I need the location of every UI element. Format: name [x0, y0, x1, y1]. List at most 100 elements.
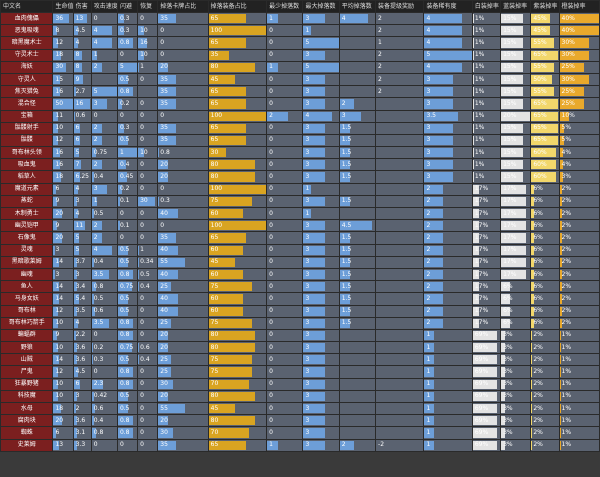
data-bar [138, 62, 139, 72]
cell-value: 0.4 [93, 173, 104, 181]
data-bar [53, 367, 59, 377]
table-row[interactable]: 鱼人 14 3.4 0.8 0.75 0.4 25 75 0 3 1.5 2 17% 6% 6% 2% [0, 280, 600, 294]
data-bar [92, 245, 112, 255]
table-row[interactable]: 宝箱 11 0.6 0 0 0 0 100 2 4 3 3.5 1% 20% 65% 10% [0, 109, 600, 123]
column-header[interactable]: 紫装掉率 [530, 0, 560, 13]
table-row[interactable]: 海妖 30 8 2 5 1 20 80 1 5 2 4 1% 15% 55% 25% [0, 60, 600, 74]
cell-value: 30 [55, 63, 64, 71]
min-drop-cell: 0 [266, 414, 304, 428]
table-row[interactable]: 稻草人 18 6.25 0.4 0.45 0 20 80 0 3 1.5 3 1% 15% 60% 3% [0, 170, 600, 184]
table-row[interactable]: 幽魂 3 3 3.5 0.8 0.5 40 60 0 3 1.5 2 17% 17% 6% 2% [0, 267, 600, 282]
table-row[interactable]: 守灵术士 18 8 1 0 10 0 35 0 3 2 5 1% 15% 65% 30% [0, 48, 600, 62]
table-row[interactable]: 野狼 10 3.6 0.2 0.75 0.6 20 80 0 3 1 69% 3% 2% 1% [0, 341, 600, 355]
data-bar [340, 99, 354, 109]
column-header[interactable]: 攻击速度 [90, 0, 118, 13]
table-row[interactable]: 黑暗歌莱姆 14 3.7 0.4 0.5 0.34 55 45 0 3 1.5 2 17% 17% 6% 2% [0, 255, 600, 269]
table-row[interactable]: 暗黑魔术士 12 4 4 0.8 16 0 65 0 5 1 4 1% 15% 55% 30% [0, 36, 600, 50]
table-row[interactable]: 骷髅 12 6 2 0.5 0 35 65 0 3 1.5 3 1% 15% 65% 5% [0, 133, 600, 148]
blue-rate-cell: 17% [500, 243, 532, 257]
table-row[interactable]: 石像鬼 20 5 2 0 0 35 65 0 3 1.5 2 17% 17% 6% 2% [0, 231, 600, 245]
table-row[interactable]: 木制勇士 20 4 0.5 0 0 40 60 0 1 2 17% 17% 6% 2% [0, 206, 600, 221]
table-row[interactable]: 哥布林巧箭手 10 4 3.5 0.8 0 25 75 0 3 1.5 2 17% 6% 6% 2% [0, 316, 600, 330]
table-row[interactable]: 恶鬼吸魂 8 4.5 4 0.3 10 0 100 0 1 2 4 1% 15% 45% 40% [0, 24, 600, 38]
column-header[interactable]: 恢复 [137, 0, 159, 13]
cell-value: 0.2 [119, 185, 130, 193]
column-header[interactable]: 橙装掉率 [558, 0, 600, 13]
table-row[interactable]: 哥布林头领 16 5 0.75 1 10 0.8 30 0 3 1.5 3 1% 15% 60% 4% [0, 146, 600, 160]
table-row[interactable]: 蒸蛇 9 3 1 0.1 30 0.3 75 0 3 1.5 2 17% 17% 6% 2% [0, 194, 600, 209]
orange-rate-cell: 2% [558, 231, 600, 245]
table-row[interactable]: 蜘蛛 6 3.1 0.8 0.8 0 30 70 0 3 1 69% 3% 2% 1% [0, 426, 600, 440]
dodge-cell: 0.2 [116, 97, 139, 111]
table-row[interactable]: 哥布林 12 3.5 0.6 0.5 0 40 60 0 3 1.5 2 17% 6% 6% 2% [0, 304, 600, 318]
cell-value: 3 [305, 404, 310, 412]
table-row[interactable]: 焦灭猎兔 16 2.7 5 0.8 35 65 0 3 2 3 1% 15% 55% 25% [0, 85, 600, 99]
data-bar [424, 416, 434, 426]
white-rate-cell: 1% [471, 121, 502, 135]
cell-value: 1% [474, 26, 485, 34]
column-header[interactable]: 装备提级奖励 [375, 0, 425, 13]
column-header[interactable]: 装备稀有度 [423, 0, 473, 13]
max-drop-cell: 1 [302, 182, 340, 196]
avg-drop-cell [338, 389, 377, 404]
data-bar [53, 135, 59, 146]
table-row[interactable]: 科技魔 10 3 0.42 0.5 0 20 80 0 3 1 69% 3% 2% 1% [0, 389, 600, 404]
cell-value: 0.6 [140, 343, 150, 351]
damage-cell: 4.5 [72, 365, 92, 379]
cell-value: 3 [305, 14, 310, 22]
column-header[interactable]: 掉落卡牌占比 [157, 0, 209, 13]
table-row[interactable]: 狂暴野猪 10 6 2.3 0.8 0 30 70 0 3 1 69% 3% 2% 1% [0, 377, 600, 391]
table-row[interactable]: 幽灵铠甲 9 11 2 0.1 0 0 100 0 3 4.5 2 17% 17% 6% 2% [0, 219, 600, 233]
damage-cell: 6 [72, 133, 92, 148]
table-row[interactable]: 骷髅射手 10 6 2 0.3 0 35 65 0 3 1.5 3 1% 15% 65% 5% [0, 121, 600, 135]
table-row[interactable]: 血肉傀儡 36 13 0 0.3 0 35 65 1 3 4 2 4 1% 15% 45% 40% [0, 11, 600, 26]
min-drop-cell: 0 [266, 353, 304, 367]
column-header[interactable]: 平均掉落数 [338, 0, 377, 13]
data-bar [340, 233, 351, 243]
column-header[interactable]: 伤害 [72, 0, 92, 13]
monster-name: 水母 [0, 401, 54, 416]
table-row[interactable]: 蝙蝠群 9 2.2 0 0.8 0 20 80 0 3 1 69% 3% 2% 1% [0, 328, 600, 343]
table-row[interactable]: 魔道元素 6 4 3 0.2 0 0 100 0 1 2 17% 17% 6% 2% [0, 182, 600, 196]
table-row[interactable]: 吸血鬼 16 7 2 0.4 0 20 80 0 3 1.5 3 1% 15% 60% 4% [0, 158, 600, 172]
table-row[interactable]: 守灵人 15 9 0.5 0 35 45 0 3 2 3 1% 15% 50% 30% [0, 72, 600, 87]
cell-value: 3 [55, 270, 60, 278]
table-row[interactable]: 灵魂 3 5 4 0.5 1 40 60 0 3 1.5 2 17% 17% 6% 2% [0, 243, 600, 257]
table-row[interactable]: 尸鬼 12 4.5 0 0.8 0 25 75 0 3 1 69% 3% 2% 1% [0, 365, 600, 379]
rarity-cell: 2 [423, 316, 473, 330]
column-header[interactable]: 最大掉落数 [302, 0, 340, 13]
data-bar [501, 160, 523, 170]
cell-value: 15% [503, 148, 517, 156]
data-bar [209, 50, 229, 60]
cell-value: 0 [269, 331, 273, 339]
blue-rate-cell: 15% [500, 60, 532, 74]
cell-value: 0 [93, 14, 98, 22]
cell-value: 30% [561, 38, 575, 46]
table-row[interactable]: 山贼 14 3.6 0.3 0.5 0.4 25 75 0 3 1 69% 3% 2% 1% [0, 353, 600, 367]
table-row[interactable]: 混合怪 50 16 3 0.2 0 35 65 0 3 2 3 1% 15% 65% 25% [0, 97, 600, 111]
column-header[interactable]: 最少掉落数 [266, 0, 304, 13]
column-header[interactable]: 掉落装备占比 [207, 0, 268, 13]
cell-value: 100 [210, 185, 223, 193]
column-header[interactable]: 生命值 [52, 0, 74, 13]
table-row[interactable]: 马身女妖 14 5.4 0.5 0.5 0 40 60 0 3 1.5 2 17% 6% 6% 2% [0, 292, 600, 306]
cell-value: 2% [561, 221, 572, 229]
cell-value: 20 [160, 392, 168, 400]
column-header[interactable]: 蓝装掉率 [500, 0, 532, 13]
column-header[interactable]: 中文名 [0, 0, 54, 13]
table-row[interactable]: 史莱姆 13 3.3 0 0 0 35 65 1 3 2 -2 1 69% 3% 2% 1% [0, 438, 600, 452]
data-bar [74, 99, 91, 109]
column-header[interactable]: 闪避 [116, 0, 139, 13]
cell-value: 3 [305, 319, 310, 327]
table-row[interactable]: 水母 18 2 0.6 0.5 0 55 45 0 3 1 69% 3% 2% 1% [0, 401, 600, 416]
table-row[interactable]: 腐肉块 20 3.6 0.4 0.8 0 20 80 0 3 1 69% 3% 2% 1% [0, 414, 600, 428]
data-bar [303, 123, 325, 133]
data-bar [340, 14, 368, 24]
cell-value: 3 [305, 355, 310, 363]
cell-value: 尸鬼 [20, 368, 33, 376]
data-bar [531, 221, 534, 231]
column-header[interactable]: 白装掉率 [471, 0, 502, 13]
data-bar [531, 38, 554, 48]
data-bar [74, 343, 78, 353]
rarity-cell: 1 [423, 353, 473, 367]
